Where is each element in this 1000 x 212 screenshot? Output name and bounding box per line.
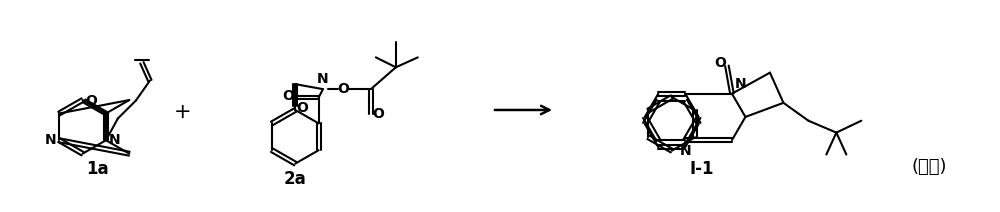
Text: I-1: I-1	[689, 160, 714, 178]
Text: O: O	[714, 56, 726, 70]
Text: N: N	[679, 144, 691, 158]
Text: N: N	[45, 133, 56, 147]
Text: N: N	[735, 77, 747, 91]
Text: O: O	[283, 89, 295, 103]
Text: 1a: 1a	[86, 160, 109, 178]
Text: N: N	[109, 133, 121, 147]
Text: +: +	[174, 102, 191, 122]
Text: N: N	[317, 72, 329, 86]
Text: 2a: 2a	[284, 170, 307, 188]
Text: O: O	[296, 101, 308, 115]
Text: O: O	[85, 94, 97, 108]
Text: (式二): (式二)	[912, 158, 947, 176]
Text: O: O	[337, 82, 349, 96]
Text: O: O	[372, 107, 384, 121]
